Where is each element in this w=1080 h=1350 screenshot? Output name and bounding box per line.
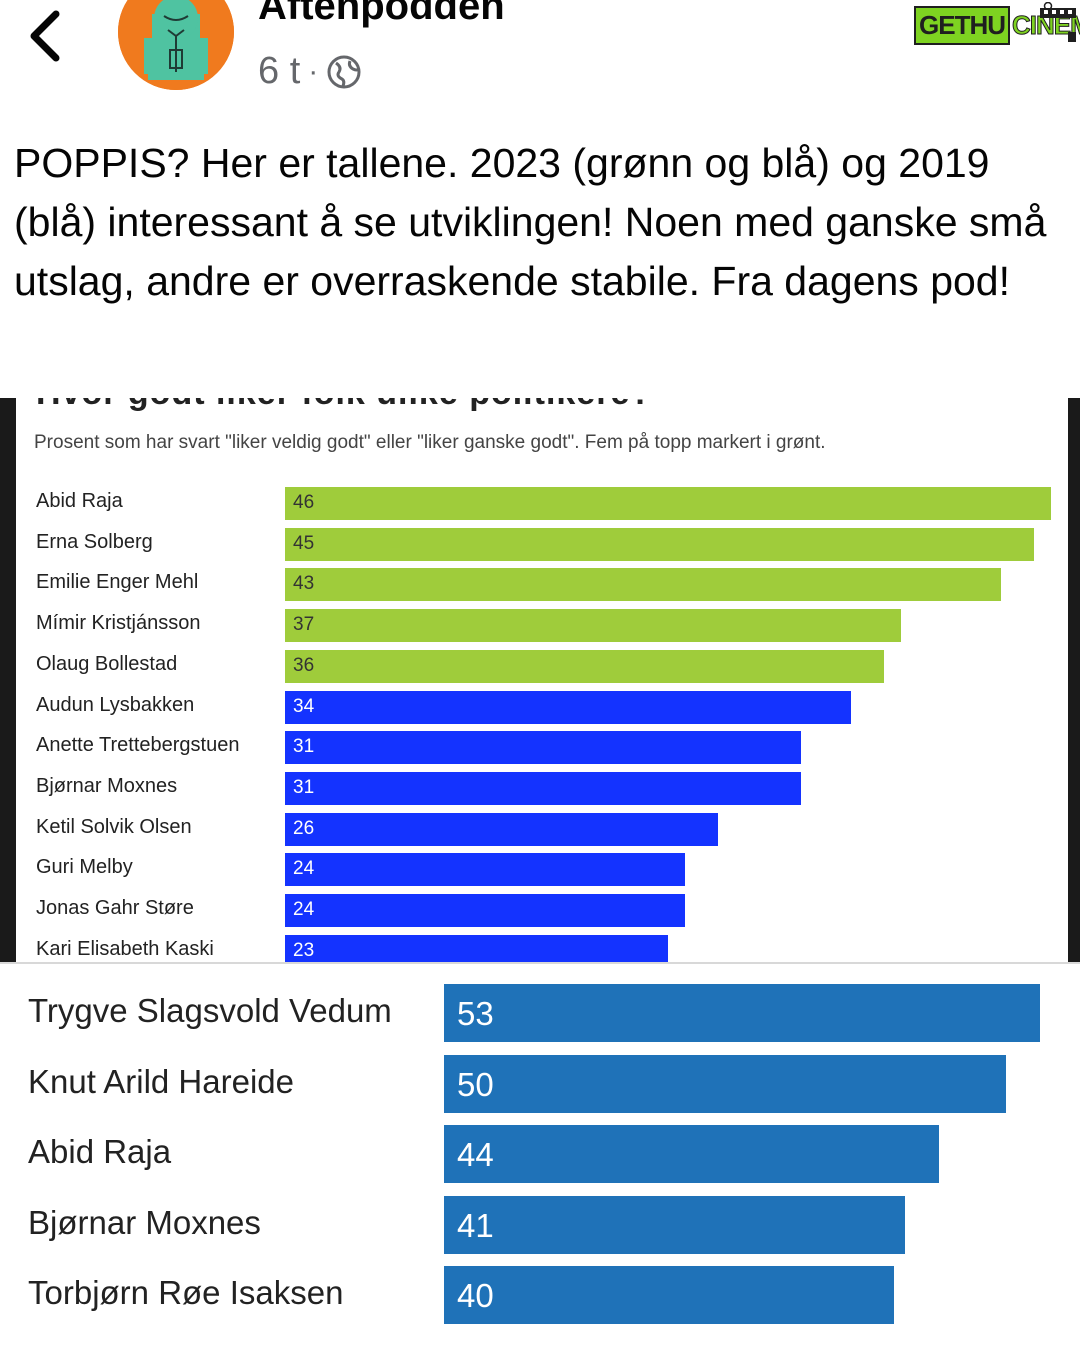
image-divider (0, 962, 1080, 964)
chart-row: Jonas Gahr Støre 24 (16, 892, 1068, 928)
chart-row: Olaug Bollestad 36 (16, 648, 1068, 684)
bar-label: Knut Arild Hareide (28, 1062, 294, 1100)
watermark-left-text: GETHU (914, 5, 1010, 45)
bar: 34 (285, 690, 852, 724)
lion-logo-icon (118, 0, 234, 90)
bar: 46 (285, 487, 1051, 520)
page-name-link[interactable]: Aftenpodden (258, 0, 505, 28)
bar: 44 (444, 1125, 939, 1183)
bar: 50 (444, 1054, 1007, 1113)
chart-row: Abid Raja 46 (16, 485, 1068, 521)
image-frame-right (1068, 398, 1080, 964)
bar: 31 (285, 771, 802, 805)
back-button[interactable] (22, 4, 72, 64)
chart-row: Bjørnar Moxnes 31 (16, 770, 1068, 806)
watermark-logo: GETHUCINEMA (914, 2, 1080, 45)
meta-separator: · (308, 54, 319, 88)
post-time[interactable]: 6 t (258, 50, 301, 92)
bar-label: Bjørnar Moxnes (28, 1203, 261, 1241)
chart-2023-image[interactable]: Hvor godt liker folk ulike politikere? P… (16, 398, 1068, 964)
bar-value-label: 34 (293, 695, 315, 717)
chart-row: Bjørnar Moxnes 41 (0, 1195, 1080, 1256)
bar-label: Mímir Kristjánsson (36, 612, 201, 635)
chart-row: Knut Arild Hareide 50 (0, 1054, 1080, 1115)
chart-row: Trygve Slagsvold Vedum 53 (0, 984, 1080, 1044)
bar-label: Ketil Solvik Olsen (36, 815, 192, 838)
chart-subtitle: Prosent som har svart "liker veldig godt… (34, 432, 826, 453)
bar: 31 (285, 731, 802, 765)
chart-row: Kari Elisabeth Kaski 23 (16, 933, 1068, 964)
image-frame-left (0, 398, 16, 964)
bar-value-label: 40 (457, 1277, 494, 1314)
bar: 23 (285, 934, 668, 964)
bar-label: Jonas Gahr Støre (36, 897, 194, 919)
chart-title: Hvor godt liker folk ulike politikere? (36, 398, 652, 413)
bar-value-label: 36 (293, 654, 315, 676)
bar-label: Audun Lysbakken (36, 693, 195, 716)
bar-value-label: 41 (457, 1206, 494, 1244)
page-avatar[interactable] (118, 0, 234, 90)
bar: 40 (444, 1266, 894, 1324)
bar-value-label: 45 (293, 532, 315, 554)
chart-row: Torbjørn Røe Isaksen 40 (0, 1266, 1080, 1326)
bar-value-label: 24 (293, 899, 315, 920)
chart-row: Audun Lysbakken 34 (16, 689, 1068, 725)
bar-label: Abid Raja (28, 1133, 172, 1170)
chart-row: Emilie Enger Mehl 43 (16, 566, 1068, 602)
bar: 24 (285, 853, 685, 887)
chart-row: Anette Trettebergstuen 31 (16, 729, 1068, 765)
chart-row: Ketil Solvik Olsen 26 (16, 811, 1068, 847)
bar-value-label: 31 (293, 776, 315, 798)
film-reel-icon (1040, 2, 1076, 42)
bar-value-label: 44 (457, 1136, 494, 1173)
bar-label: Anette Trettebergstuen (36, 734, 240, 757)
bar-label: Bjørnar Moxnes (36, 774, 178, 797)
bar: 26 (285, 812, 718, 846)
bar-value-label: 53 (457, 995, 494, 1032)
bar-value-label: 43 (293, 573, 315, 595)
chart-row: Erna Solberg 45 (16, 526, 1068, 562)
bar: 36 (285, 649, 885, 683)
bar-label: Torbjørn Røe Isaksen (28, 1274, 344, 1311)
bar-label: Trygve Slagsvold Vedum (28, 992, 392, 1029)
chevron-left-icon (30, 10, 60, 62)
chart-row: Abid Raja 44 (0, 1125, 1080, 1185)
bar-label: Emilie Enger Mehl (36, 571, 199, 594)
chart-row: Mímir Kristjánsson 37 (16, 607, 1068, 643)
bar-value-label: 31 (293, 736, 315, 758)
bar: 41 (444, 1195, 906, 1254)
bar: 37 (285, 609, 902, 643)
bar-label: Kari Elisabeth Kaski (36, 937, 214, 960)
bar-label: Olaug Bollestad (36, 652, 178, 675)
bar-value-label: 50 (457, 1065, 494, 1103)
post-text: POPPIS? Her er tallene. 2023 (grønn og b… (14, 140, 1047, 304)
bar-value-label: 46 (293, 492, 315, 513)
bar-value-label: 24 (293, 858, 315, 880)
chart-2019-image[interactable]: Trygve Slagsvold Vedum 53 Knut Arild Harei… (0, 966, 1080, 1350)
bar: 43 (285, 568, 1002, 602)
bar-label: Erna Solberg (36, 530, 153, 553)
bar: 45 (285, 527, 1035, 561)
bar-value-label: 37 (293, 614, 315, 636)
bar-value-label: 26 (293, 817, 315, 839)
bar: 53 (444, 984, 1040, 1042)
bar-value-label: 23 (293, 939, 315, 961)
bar-label: Guri Melby (36, 856, 133, 879)
globe-icon (326, 54, 362, 90)
bar-label: Abid Raja (36, 490, 123, 512)
bar: 24 (285, 894, 685, 927)
post-meta: 6 t · (258, 50, 362, 93)
chart-row: Guri Melby 24 (16, 851, 1068, 887)
